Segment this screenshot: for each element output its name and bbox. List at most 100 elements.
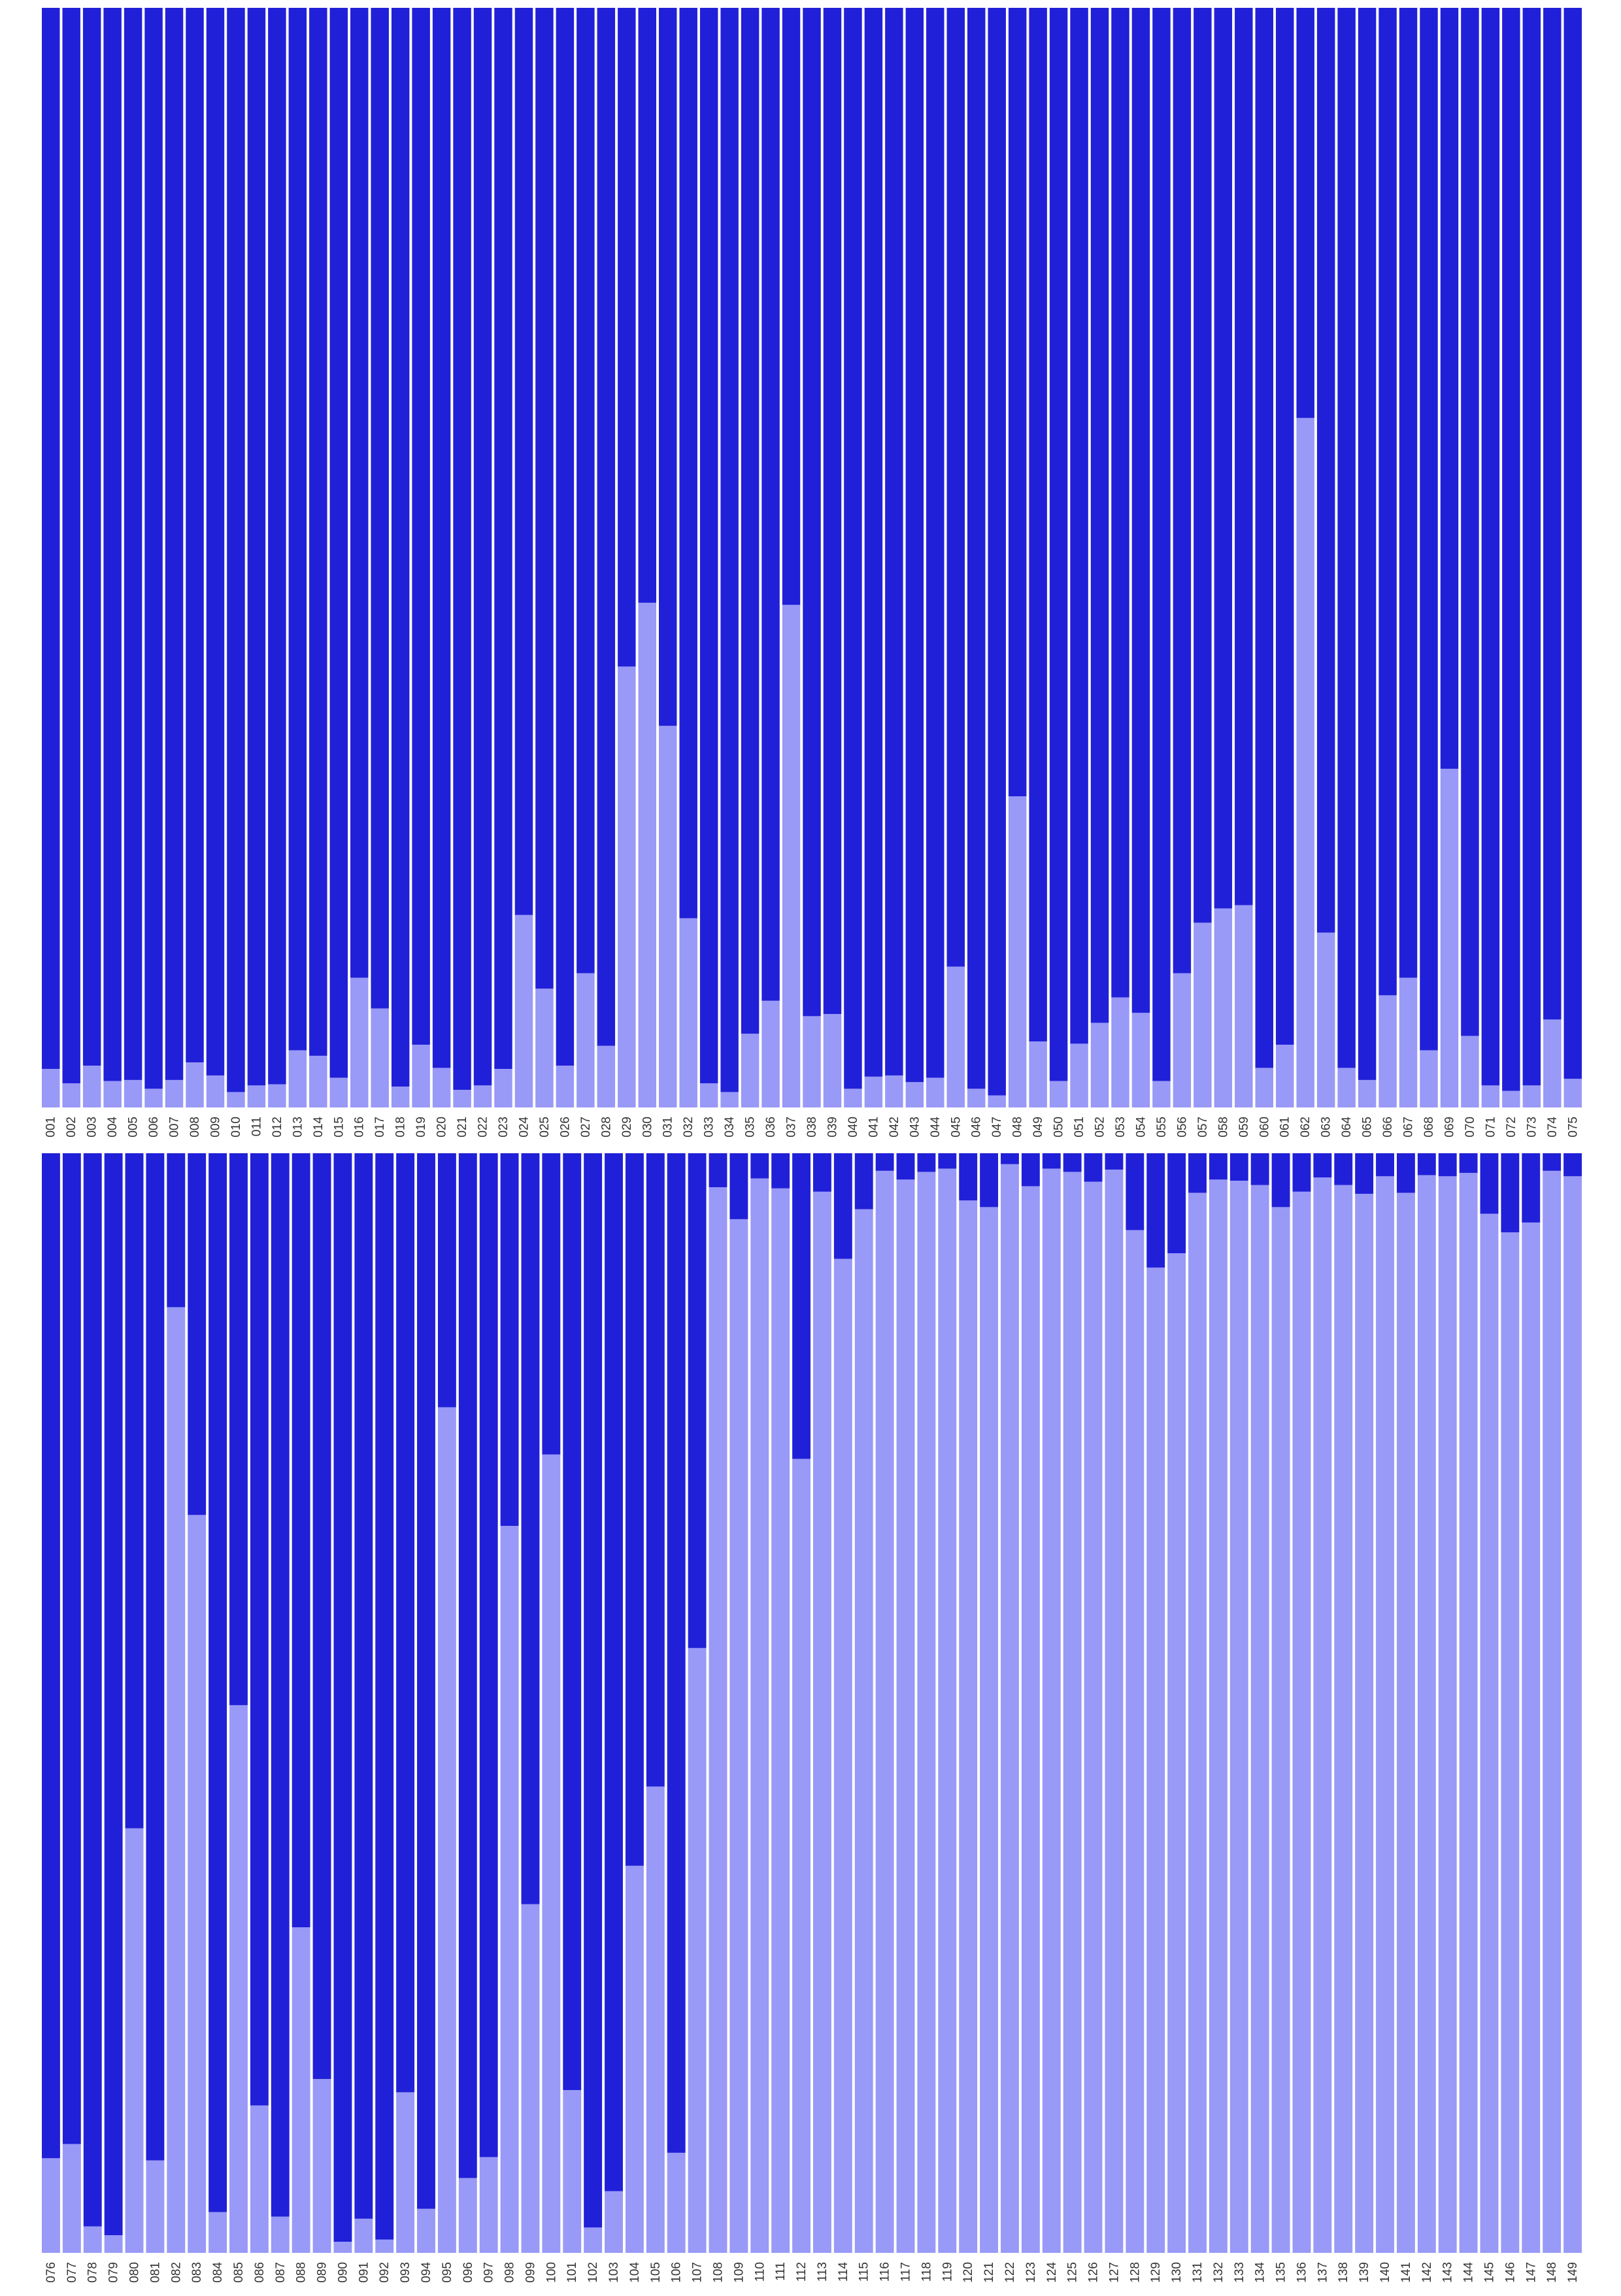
tick-label-053: 053	[1114, 1117, 1128, 1138]
bar-light-057	[1194, 922, 1212, 1107]
bar-dark-085	[229, 1153, 248, 1706]
tick-label-148: 148	[1545, 2262, 1559, 2283]
bar-dark-041	[864, 8, 883, 1077]
bar-light-064	[1337, 1068, 1356, 1107]
bar-light-106	[667, 2152, 686, 2253]
bar-light-091	[354, 2218, 373, 2253]
tick-label-096: 096	[461, 2262, 475, 2283]
tick-label-031: 031	[661, 1117, 675, 1138]
bar-dark-077	[62, 1153, 81, 2144]
bar-light-035	[741, 1034, 760, 1107]
bar-light-045	[946, 966, 965, 1107]
tick-label-004: 004	[106, 1117, 120, 1138]
bar-light-125	[1063, 1172, 1082, 2253]
bar-dark-004	[103, 8, 122, 1081]
bar-dark-102	[584, 1153, 603, 2228]
bar-light-039	[823, 1014, 842, 1107]
bar-light-139	[1355, 1194, 1374, 2253]
tick-label-018: 018	[394, 1117, 408, 1138]
tick-label-090: 090	[336, 2262, 350, 2283]
bar-light-095	[437, 1407, 456, 2253]
bar-dark-143	[1438, 1153, 1457, 1177]
tick-label-027: 027	[579, 1117, 593, 1138]
bar-dark-135	[1271, 1153, 1290, 1207]
bar-dark-087	[271, 1153, 290, 2217]
bar-light-086	[250, 2105, 269, 2253]
bar-dark-136	[1292, 1153, 1311, 1192]
bar-dark-125	[1063, 1153, 1082, 1172]
bar-dark-114	[833, 1153, 852, 1259]
bar-light-003	[82, 1066, 101, 1107]
bar-dark-059	[1235, 8, 1253, 905]
bar-light-070	[1461, 1036, 1479, 1107]
bar-dark-018	[391, 8, 410, 1087]
tick-label-070: 070	[1463, 1117, 1477, 1138]
bar-dark-047	[988, 8, 1006, 1096]
bar-dark-005	[124, 8, 142, 1080]
bar-light-138	[1334, 1185, 1353, 2253]
bar-light-027	[577, 973, 595, 1107]
bar-dark-027	[577, 8, 595, 973]
bar-dark-146	[1501, 1153, 1520, 1233]
bar-dark-040	[844, 8, 862, 1089]
bar-light-006	[144, 1089, 163, 1107]
bar-dark-100	[542, 1153, 561, 1455]
bar-dark-119	[938, 1153, 957, 1169]
tick-label-024: 024	[517, 1117, 531, 1138]
bar-dark-123	[1021, 1153, 1040, 1187]
bar-dark-139	[1355, 1153, 1374, 1194]
bar-light-076	[42, 2158, 60, 2253]
tick-label-042: 042	[888, 1117, 901, 1138]
bar-light-058	[1214, 908, 1233, 1107]
bar-dark-039	[823, 8, 842, 1015]
bar-light-103	[605, 2191, 623, 2253]
tick-label-118: 118	[920, 2262, 933, 2282]
bar-dark-045	[946, 8, 965, 967]
bar-dark-127	[1105, 1153, 1124, 1170]
bar-dark-023	[494, 8, 512, 1070]
bar-light-114	[833, 1258, 852, 2253]
bar-dark-098	[500, 1153, 519, 1527]
bar-dark-124	[1042, 1153, 1061, 1169]
bar-dark-133	[1229, 1153, 1248, 1181]
tick-label-088: 088	[295, 2262, 309, 2283]
bar-dark-088	[292, 1153, 310, 1928]
tick-label-128: 128	[1128, 2262, 1142, 2283]
bar-light-126	[1084, 1181, 1103, 2253]
tick-label-014: 014	[312, 1117, 326, 1138]
tick-label-035: 035	[744, 1117, 758, 1138]
bar-light-023	[494, 1069, 512, 1107]
tick-label-016: 016	[353, 1117, 367, 1138]
bar-light-016	[350, 977, 369, 1107]
tick-label-132: 132	[1212, 2262, 1226, 2283]
tick-label-107: 107	[691, 2262, 705, 2283]
bar-dark-026	[556, 8, 575, 1066]
bar-dark-003	[82, 8, 101, 1066]
bar-dark-024	[514, 8, 533, 915]
tick-label-089: 089	[316, 2262, 329, 2283]
bar-dark-074	[1543, 8, 1562, 1020]
bar-dark-097	[479, 1153, 498, 2157]
bar-dark-113	[813, 1153, 831, 1192]
bar-light-112	[792, 1459, 811, 2253]
tick-label-098: 098	[503, 2262, 517, 2283]
tick-label-064: 064	[1340, 1117, 1354, 1138]
bar-dark-017	[371, 8, 389, 1009]
bar-light-148	[1543, 1170, 1562, 2253]
tick-label-130: 130	[1170, 2262, 1184, 2283]
tick-label-041: 041	[867, 1117, 880, 1138]
bar-light-059	[1235, 905, 1253, 1107]
bar-light-073	[1522, 1085, 1541, 1107]
bar-dark-009	[206, 8, 225, 1076]
tick-label-039: 039	[826, 1117, 839, 1138]
tick-label-121: 121	[982, 2262, 996, 2283]
bar-light-131	[1188, 1192, 1207, 2253]
bar-light-047	[988, 1095, 1006, 1107]
tick-label-143: 143	[1441, 2262, 1455, 2283]
bar-dark-031	[659, 8, 677, 726]
tick-label-019: 019	[414, 1117, 428, 1138]
bar-dark-076	[42, 1153, 60, 2159]
bar-light-074	[1543, 1019, 1562, 1107]
bar-light-038	[803, 1016, 821, 1107]
bar-dark-072	[1502, 8, 1520, 1091]
